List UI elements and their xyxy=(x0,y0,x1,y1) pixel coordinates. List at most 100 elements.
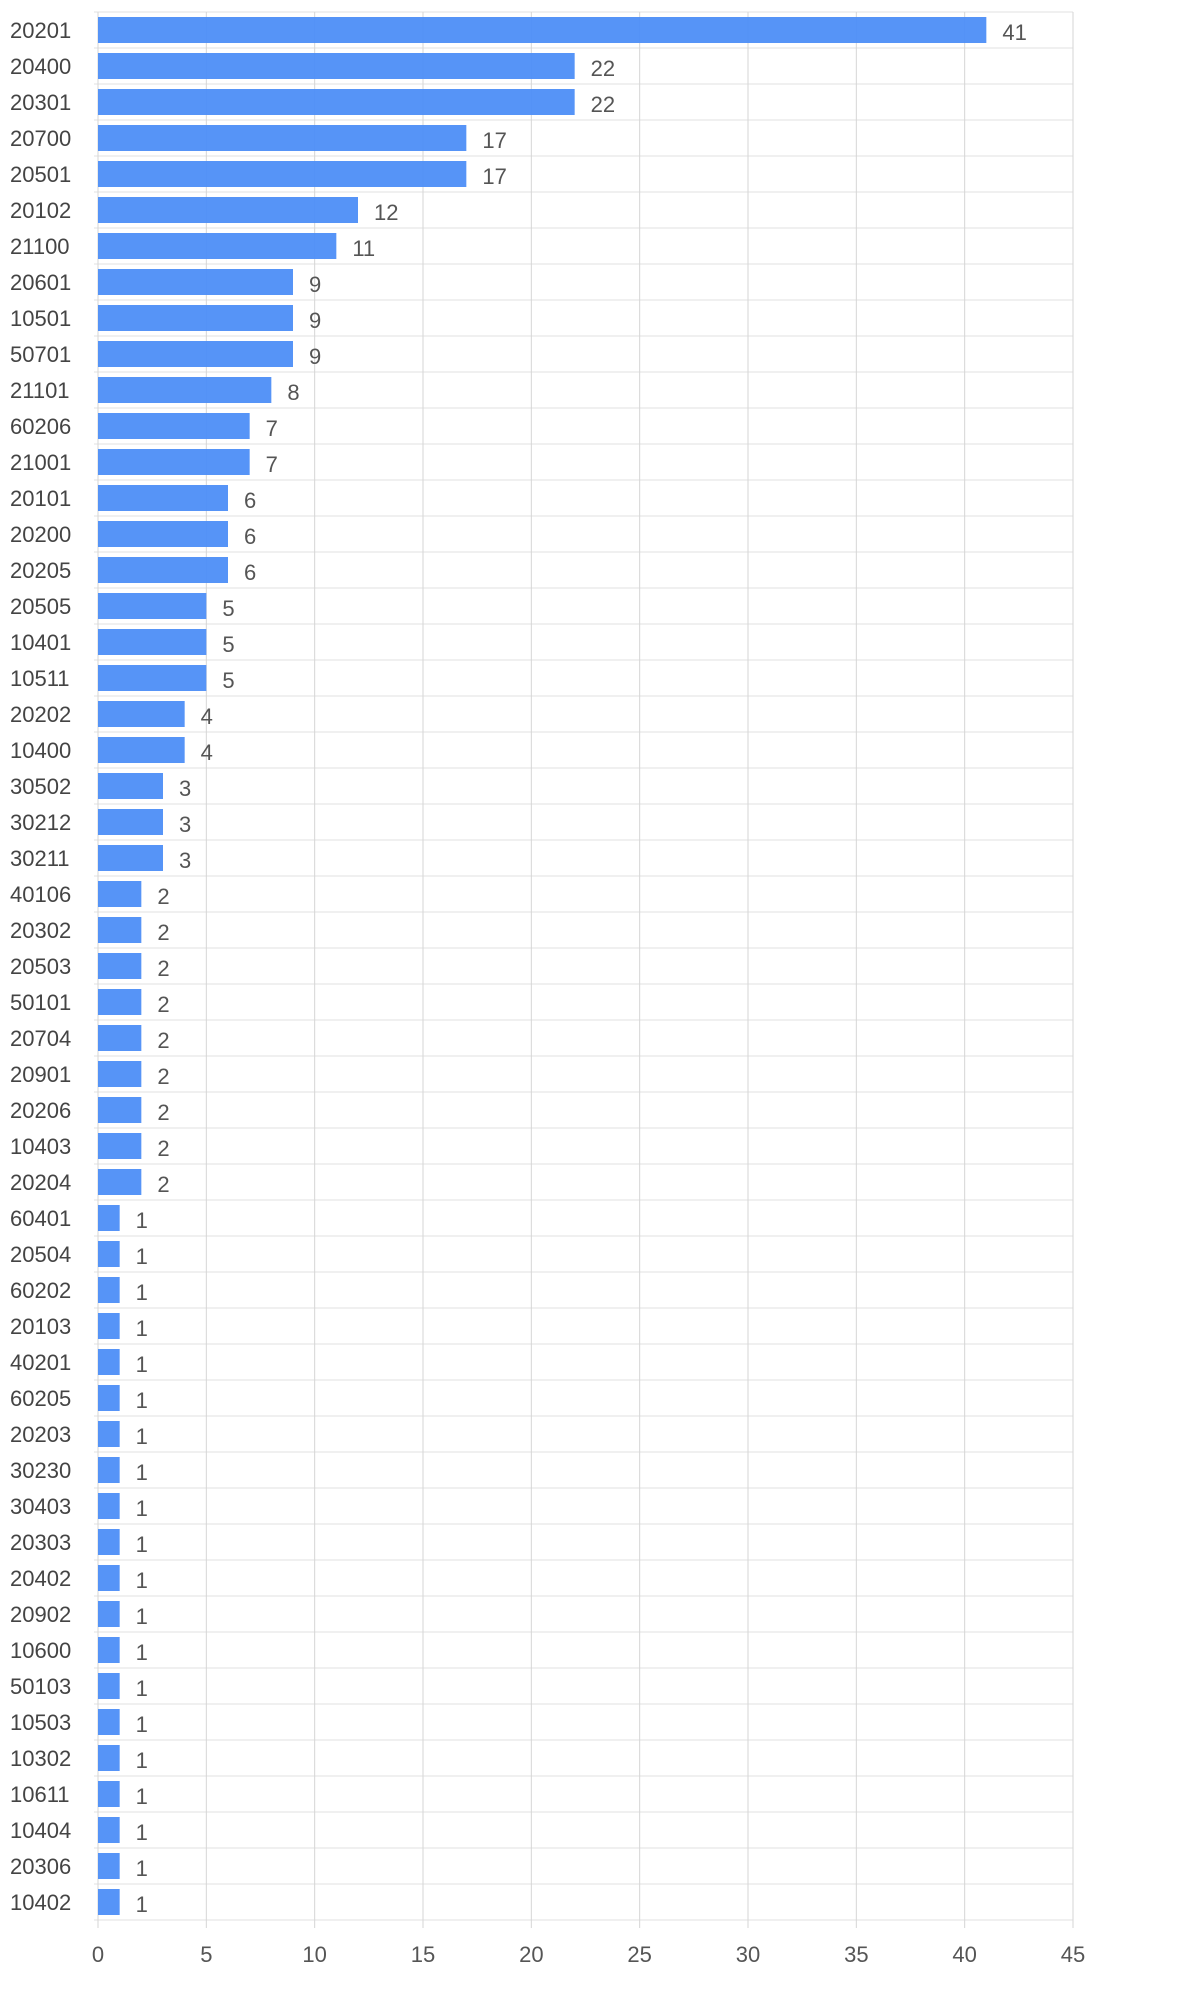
bar-20503 xyxy=(98,953,142,979)
category-label: 20400 xyxy=(10,54,71,79)
category-label: 20201 xyxy=(10,18,71,43)
value-label: 2 xyxy=(157,1172,169,1197)
value-label: 22 xyxy=(591,92,615,117)
category-label: 21101 xyxy=(10,378,70,403)
bar-10402 xyxy=(98,1889,120,1915)
value-label: 2 xyxy=(157,1028,169,1053)
value-label: 6 xyxy=(244,524,256,549)
category-label: 20102 xyxy=(10,198,71,223)
value-label: 22 xyxy=(591,56,615,81)
bar-21001 xyxy=(98,449,250,475)
category-label: 20205 xyxy=(10,558,71,583)
value-label: 5 xyxy=(222,632,234,657)
value-label: 1 xyxy=(136,1388,148,1413)
category-label: 10402 xyxy=(10,1890,71,1915)
value-label: 6 xyxy=(244,560,256,585)
x-tick-label: 30 xyxy=(736,1942,760,1967)
value-label: 7 xyxy=(266,452,278,477)
bar-30403 xyxy=(98,1493,120,1519)
category-label: 30502 xyxy=(10,774,71,799)
bar-20204 xyxy=(98,1169,142,1195)
category-label: 10404 xyxy=(10,1818,71,1843)
value-label: 9 xyxy=(309,272,321,297)
category-label: 10400 xyxy=(10,738,71,763)
value-label: 7 xyxy=(266,416,278,441)
value-label: 1 xyxy=(136,1460,148,1485)
category-label: 20302 xyxy=(10,918,71,943)
value-label: 1 xyxy=(136,1676,148,1701)
bar-10403 xyxy=(98,1133,142,1159)
bar-20205 xyxy=(98,557,228,583)
value-label: 2 xyxy=(157,1136,169,1161)
value-label: 1 xyxy=(136,1568,148,1593)
value-label: 1 xyxy=(136,1640,148,1665)
category-label: 10302 xyxy=(10,1746,71,1771)
bar-20504 xyxy=(98,1241,120,1267)
value-label: 1 xyxy=(136,1496,148,1521)
bar-10511 xyxy=(98,665,207,691)
category-label: 20501 xyxy=(10,162,71,187)
bar-20201 xyxy=(98,17,987,43)
category-label: 20200 xyxy=(10,522,71,547)
bar-20302 xyxy=(98,917,142,943)
value-label: 4 xyxy=(201,704,213,729)
category-label: 40106 xyxy=(10,882,71,907)
value-label: 1 xyxy=(136,1784,148,1809)
category-label: 50701 xyxy=(10,342,71,367)
value-label: 2 xyxy=(157,920,169,945)
value-label: 4 xyxy=(201,740,213,765)
category-label: 20402 xyxy=(10,1566,71,1591)
category-label: 60206 xyxy=(10,414,71,439)
category-label: 20601 xyxy=(10,270,71,295)
bar-10503 xyxy=(98,1709,120,1735)
value-label: 1 xyxy=(136,1424,148,1449)
category-label: 20503 xyxy=(10,954,71,979)
category-label: 50101 xyxy=(10,990,71,1015)
value-label: 1 xyxy=(136,1280,148,1305)
value-label: 17 xyxy=(482,128,506,153)
value-label: 3 xyxy=(179,848,191,873)
bar-50103 xyxy=(98,1673,120,1699)
value-label: 6 xyxy=(244,488,256,513)
bar-20902 xyxy=(98,1601,120,1627)
category-label: 20101 xyxy=(10,486,71,511)
bar-10302 xyxy=(98,1745,120,1771)
bar-60205 xyxy=(98,1385,120,1411)
category-label: 20203 xyxy=(10,1422,71,1447)
bar-20306 xyxy=(98,1853,120,1879)
x-tick-label: 0 xyxy=(92,1942,104,1967)
bar-60401 xyxy=(98,1205,120,1231)
bar-20203 xyxy=(98,1421,120,1447)
bar-10401 xyxy=(98,629,207,655)
value-label: 5 xyxy=(222,668,234,693)
bar-20901 xyxy=(98,1061,142,1087)
bar-10400 xyxy=(98,737,185,763)
bar-50101 xyxy=(98,989,142,1015)
bar-20303 xyxy=(98,1529,120,1555)
x-tick-label: 40 xyxy=(952,1942,976,1967)
category-label: 10501 xyxy=(10,306,71,331)
value-label: 12 xyxy=(374,200,398,225)
bar-20206 xyxy=(98,1097,142,1123)
value-label: 1 xyxy=(136,1604,148,1629)
value-label: 8 xyxy=(287,380,299,405)
category-label: 30403 xyxy=(10,1494,71,1519)
category-label: 21100 xyxy=(10,234,70,259)
category-label: 60202 xyxy=(10,1278,71,1303)
value-label: 1 xyxy=(136,1532,148,1557)
category-label: 20204 xyxy=(10,1170,71,1195)
bar-21100 xyxy=(98,233,337,259)
category-label: 10611 xyxy=(10,1782,70,1807)
bar-20202 xyxy=(98,701,185,727)
value-label: 11 xyxy=(352,236,375,261)
value-label: 41 xyxy=(1002,20,1026,45)
category-label: 60205 xyxy=(10,1386,71,1411)
category-label: 10600 xyxy=(10,1638,71,1663)
bar-20601 xyxy=(98,269,293,295)
bar-30211 xyxy=(98,845,163,871)
value-label: 2 xyxy=(157,956,169,981)
x-tick-label: 25 xyxy=(627,1942,651,1967)
category-label: 10401 xyxy=(10,630,71,655)
